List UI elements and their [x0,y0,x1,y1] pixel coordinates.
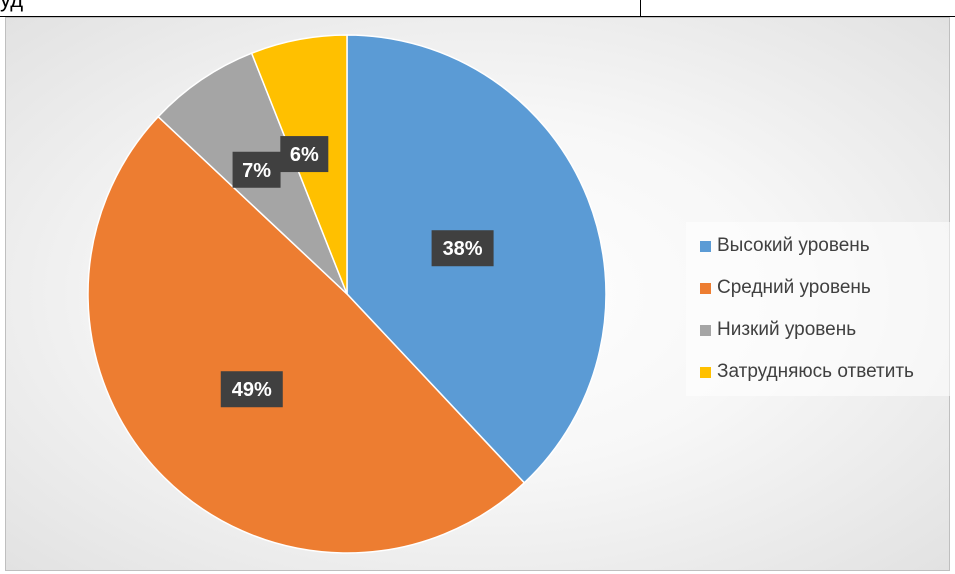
data-label-text-unsure: 6% [290,144,319,166]
legend-entry-unsure: Затрудняюсь ответить [700,358,914,386]
data-label-box-medium [220,371,283,408]
data-label-low: 7% [232,151,281,188]
data-label-text-medium: 49% [232,379,272,401]
table-divider [640,0,641,16]
data-label-text-low: 7% [242,160,271,182]
legend-swatch-low [700,324,711,336]
data-label-box-unsure [280,136,329,173]
data-label-box-low [232,151,281,188]
legend-entry-medium: Средний уровень [700,274,871,302]
chart-legend: Высокий уровень Средний уровень Низкий у… [686,222,954,396]
pie-slice-medium [87,115,526,554]
pie-chart: 38% 49% 7% 6% [87,34,607,554]
legend-label-low: Низкий уровень [717,319,857,340]
legend-label-unsure: Затрудняюсь ответить [717,361,914,382]
page-top-edge: уд [0,0,955,17]
legend-swatch-unsure [700,366,711,378]
legend-label-high: Высокий уровень [717,235,870,256]
chart-area: 38% 49% 7% 6% Высокий уровень Средний урове… [5,17,954,571]
data-label-unsure: 6% [280,136,329,173]
data-label-text-high: 38% [443,238,483,260]
page-header-fragment: уд [0,0,23,11]
data-label-medium: 49% [220,371,283,408]
legend-entry-high: Высокий уровень [700,232,870,260]
legend-swatch-high [700,240,711,252]
legend-swatch-medium [700,282,711,294]
legend-label-medium: Средний уровень [717,277,871,298]
legend-entry-low: Низкий уровень [700,316,856,344]
data-label-high: 38% [431,230,494,267]
data-label-box-high [431,230,494,267]
